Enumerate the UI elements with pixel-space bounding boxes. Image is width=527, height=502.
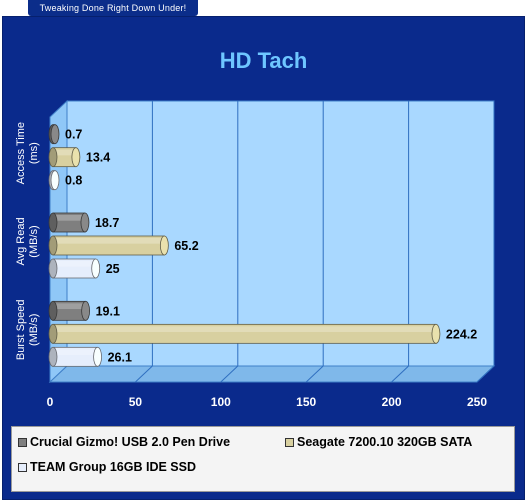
legend-label-team: TEAM Group 16GB IDE SSD [30, 460, 196, 474]
legend-label-seagate: Seagate 7200.10 320GB SATA [297, 435, 473, 449]
value-label-crucial-access-time: 0.7 [65, 128, 82, 142]
x-axis-ticks: 0 50 100 150 200 250 [47, 395, 488, 409]
x-tick-label: 200 [382, 395, 402, 409]
category-label-burst-speed: Burst Speed(MB/s) [15, 300, 40, 361]
bar-team-burst-speed [48, 346, 102, 367]
legend-item-crucial: Crucial Gizmo! USB 2.0 Pen Drive [18, 435, 230, 449]
plot-floor [48, 365, 496, 383]
bar-team-access-time [48, 170, 60, 191]
category-label-access-time: Access Time(ms) [15, 122, 40, 184]
bar-seagate-access-time [48, 147, 81, 168]
value-label-team-burst-speed: 26.1 [108, 350, 132, 364]
legend-item-seagate: Seagate 7200.10 320GB SATA [285, 435, 472, 449]
legend-swatch-crucial [18, 437, 27, 447]
value-label-crucial-burst-speed: 19.1 [96, 304, 120, 318]
bar-team-avg-read [48, 258, 101, 279]
value-label-seagate-burst-speed: 224.2 [446, 327, 477, 341]
x-tick-label: 150 [296, 395, 316, 409]
x-tick-label: 250 [467, 395, 487, 409]
x-tick-label: 50 [129, 395, 143, 409]
gridline-floor [476, 365, 495, 383]
legend-item-team: TEAM Group 16GB IDE SSD [18, 460, 196, 474]
legend-swatch-team [18, 462, 27, 472]
chart-title: HD Tach [219, 48, 308, 73]
x-tick-label: 100 [211, 395, 231, 409]
value-label-team-avg-read: 25 [106, 262, 120, 276]
bars [48, 124, 441, 367]
x-tick-label: 0 [47, 395, 54, 409]
gridline-floor [220, 365, 239, 383]
value-label-crucial-avg-read: 18.7 [95, 216, 119, 230]
bar-seagate-avg-read [48, 235, 169, 256]
legend-swatch-seagate [285, 437, 294, 447]
legend: Crucial Gizmo! USB 2.0 Pen Drive Seagate… [11, 426, 515, 492]
value-labels: 0.7 13.4 0.8 18.7 65.2 25 19.1 224.2 26.1 [65, 128, 477, 365]
category-label-avg-read: Avg Read(MB/s) [15, 217, 40, 265]
gridlines [135, 101, 495, 383]
bar-crucial-avg-read [48, 212, 90, 233]
bar-crucial-burst-speed [48, 300, 91, 321]
value-label-seagate-access-time: 13.4 [86, 151, 110, 165]
value-label-seagate-avg-read: 65.2 [174, 239, 198, 253]
bar-seagate-burst-speed [48, 323, 441, 344]
y-axis-categories: Access Time(ms) Avg Read(MB/s) Burst Speed… [15, 122, 40, 360]
value-label-team-access-time: 0.8 [65, 174, 82, 188]
legend-label-crucial: Crucial Gizmo! USB 2.0 Pen Drive [30, 435, 231, 449]
gridline-floor [391, 365, 409, 383]
gridline-floor [305, 365, 324, 383]
site-tagline-tab: Tweaking Done Right Down Under! [28, 0, 198, 16]
gridline-floor [135, 365, 153, 383]
bar-crucial-access-time [48, 124, 60, 145]
